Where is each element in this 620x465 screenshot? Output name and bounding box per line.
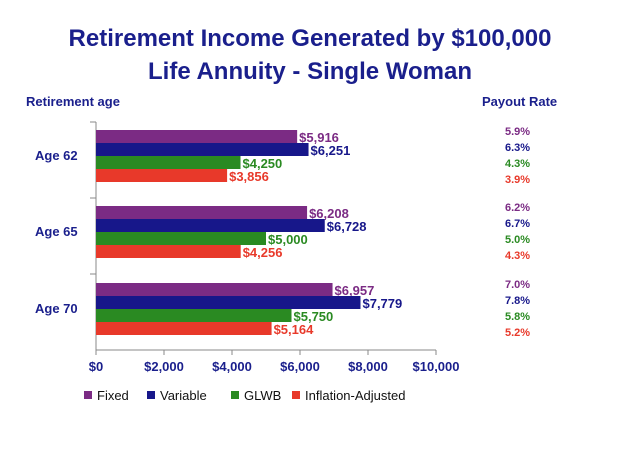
bar-variable-1 (96, 143, 309, 156)
payout-rate-inflation-adjusted-2: 4.3% (505, 250, 530, 262)
legend-label-fixed: Fixed (97, 388, 129, 403)
data-label-inflation-adjusted-2: $4,256 (243, 245, 283, 260)
data-label-glwb-2: $5,000 (268, 232, 308, 247)
legend-label-glwb: GLWB (244, 388, 281, 403)
chart-title-line-2: Life Annuity - Single Woman (148, 58, 472, 85)
bar-glwb-2 (96, 232, 266, 245)
retirement-age-heading: Retirement age (26, 94, 120, 109)
x-tick-label-6: $10,000 (413, 359, 460, 374)
data-label-glwb-3: $5,750 (294, 309, 334, 324)
payout-rate-variable-3: 7.8% (505, 295, 530, 307)
bar-variable-3 (96, 296, 361, 309)
data-label-glwb-1: $4,250 (243, 156, 283, 171)
payout-rate-inflation-adjusted-3: 5.2% (505, 327, 530, 339)
payout-rate-inflation-adjusted-1: 3.9% (505, 174, 530, 186)
x-tick-label-2: $2,000 (144, 359, 184, 374)
bar-inflation-adjusted-3 (96, 322, 272, 335)
data-label-variable-3: $7,779 (362, 296, 402, 311)
bar-inflation-adjusted-2 (96, 245, 241, 258)
bar-variable-2 (96, 219, 325, 232)
x-tick-label-4: $6,000 (280, 359, 320, 374)
legend-swatch-inflation-adjusted (292, 391, 300, 399)
category-label-age-62: Age 62 (35, 148, 78, 163)
payout-rate-fixed-1: 5.9% (505, 126, 530, 138)
bar-fixed-3 (96, 283, 333, 296)
chart-title: Retirement Income Generated by $100,000 … (0, 22, 620, 88)
data-label-inflation-adjusted-3: $5,164 (274, 322, 315, 337)
payout-rate-glwb-2: 5.0% (505, 234, 530, 246)
bar-glwb-3 (96, 309, 292, 322)
category-label-age-65: Age 65 (35, 224, 78, 239)
payout-rate-glwb-1: 4.3% (505, 158, 530, 170)
payout-rate-heading: Payout Rate (482, 94, 558, 109)
payout-rate-fixed-3: 7.0% (505, 279, 530, 291)
data-label-inflation-adjusted-1: $3,856 (229, 169, 269, 184)
legend-swatch-glwb (231, 391, 239, 399)
bar-fixed-2 (96, 206, 308, 219)
bar-fixed-1 (96, 130, 298, 143)
bar-inflation-adjusted-1 (96, 169, 228, 182)
x-tick-label-1: $0 (89, 359, 103, 374)
x-tick-label-5: $8,000 (348, 359, 388, 374)
payout-rate-fixed-2: 6.2% (505, 202, 530, 214)
data-label-fixed-1: $5,916 (299, 130, 339, 145)
bar-glwb-1 (96, 156, 241, 169)
data-label-fixed-3: $6,957 (335, 283, 375, 298)
data-label-fixed-2: $6,208 (309, 206, 349, 221)
data-label-variable-2: $6,728 (327, 219, 367, 234)
payout-rate-variable-2: 6.7% (505, 218, 530, 230)
chart-title-line-1: Retirement Income Generated by $100,000 (68, 25, 552, 52)
legend-swatch-variable (147, 391, 155, 399)
category-label-age-70: Age 70 (35, 301, 78, 316)
legend-label-variable: Variable (160, 388, 207, 403)
x-tick-label-3: $4,000 (212, 359, 252, 374)
legend-label-inflation-adjusted: Inflation-Adjusted (305, 388, 405, 403)
payout-rate-variable-1: 6.3% (505, 142, 530, 154)
legend-swatch-fixed (84, 391, 92, 399)
payout-rate-glwb-3: 5.8% (505, 311, 530, 323)
data-label-variable-1: $6,251 (311, 143, 351, 158)
